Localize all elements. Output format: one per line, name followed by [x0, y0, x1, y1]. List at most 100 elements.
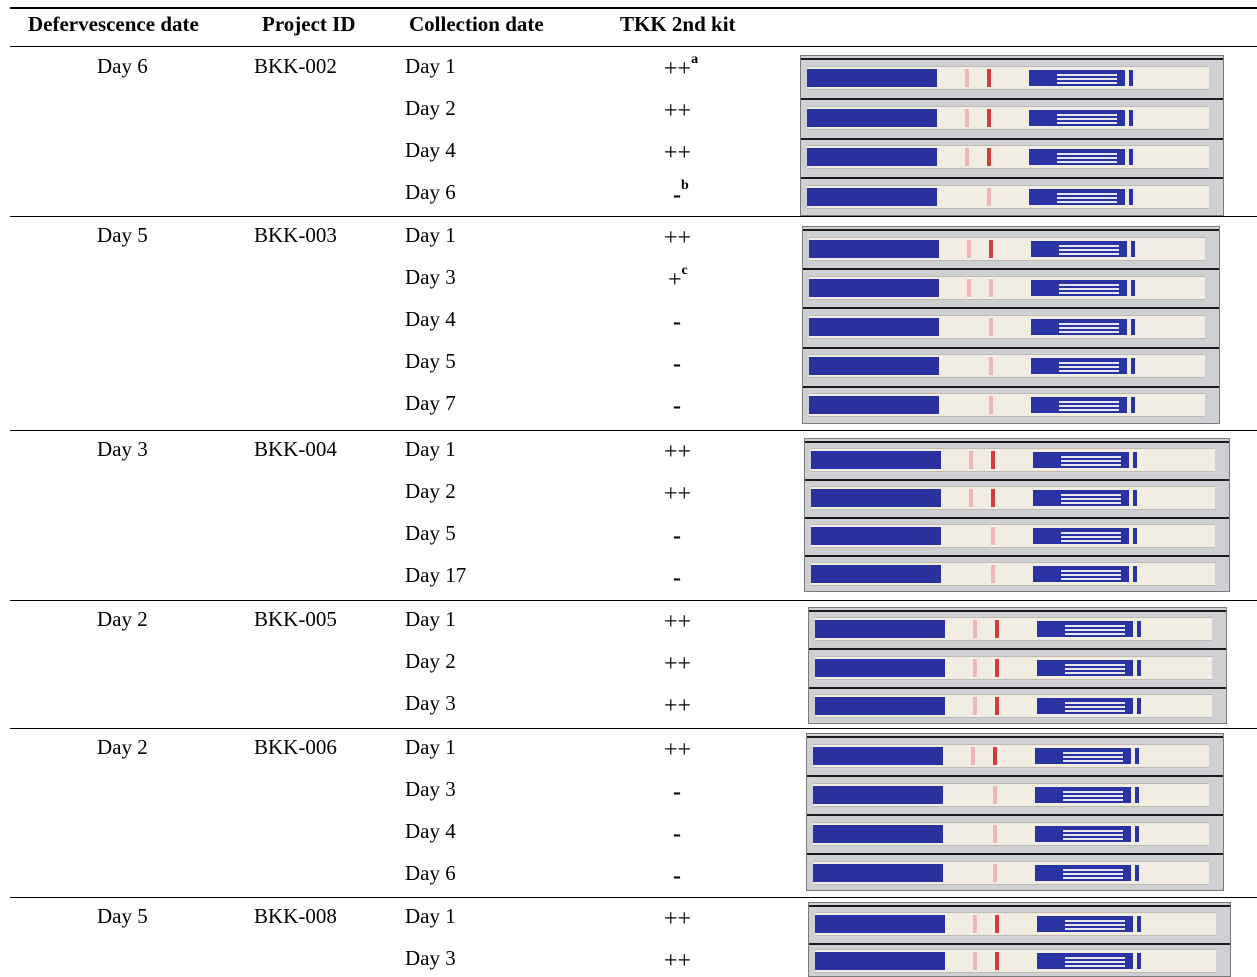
kit-result: ++	[664, 481, 691, 508]
control-line	[965, 148, 969, 166]
arrow-mark	[1065, 625, 1125, 627]
kit-result: -	[673, 309, 681, 336]
arrow-mark	[1063, 830, 1123, 832]
test-strip-photo	[806, 733, 1224, 891]
strip-tip	[1135, 865, 1139, 881]
strip-tip	[1137, 916, 1141, 932]
arrow-mark	[1057, 122, 1117, 124]
arrow-mark	[1061, 574, 1121, 576]
group-rule	[10, 430, 1257, 431]
result-symbol: ++	[664, 140, 692, 166]
test-strip	[815, 656, 1212, 680]
photo-divider	[807, 814, 1223, 816]
strip-tip	[1137, 660, 1141, 676]
collection-date: Day 5	[405, 521, 456, 545]
collection-date: Day 5	[405, 349, 456, 373]
strip-tip	[1137, 621, 1141, 637]
sample-pad	[811, 489, 941, 507]
collection-date: Day 4	[405, 307, 456, 331]
collection-date: Day 3	[405, 691, 456, 715]
arrow-mark	[1061, 532, 1121, 534]
test-strip	[815, 694, 1212, 718]
test-strip	[811, 448, 1215, 472]
result-symbol: ++	[664, 98, 692, 124]
defervescence-date: Day 5	[97, 223, 148, 247]
test-line	[989, 357, 993, 375]
control-line	[965, 109, 969, 127]
arrow-mark	[1065, 672, 1125, 674]
photo-divider	[807, 736, 1223, 738]
arrow-mark	[1065, 706, 1125, 708]
test-line	[995, 659, 999, 677]
arrow-mark	[1065, 924, 1125, 926]
strip-tip	[1133, 452, 1137, 468]
collection-date: Day 3	[405, 946, 456, 970]
arrow-mark	[1065, 957, 1125, 959]
arrow-mark	[1057, 157, 1117, 159]
test-strip	[813, 744, 1209, 768]
arrow-mark	[1063, 756, 1123, 758]
result-symbol: -	[673, 863, 681, 889]
test-strip	[807, 185, 1209, 209]
photo-divider	[805, 441, 1229, 443]
photo-divider	[803, 307, 1219, 309]
test-line	[993, 786, 997, 804]
photo-divider	[807, 853, 1223, 855]
arrow-mark	[1059, 362, 1119, 364]
header-rule	[10, 46, 1257, 47]
kit-result: ++	[664, 609, 691, 636]
test-line	[987, 109, 991, 127]
kit-result: -	[673, 523, 681, 550]
kit-result: ++	[664, 948, 691, 975]
collection-date: Day 7	[405, 391, 456, 415]
test-strip	[809, 276, 1205, 300]
project-id: BKK-002	[254, 54, 337, 78]
sample-pad	[807, 148, 937, 166]
arrow-mark	[1057, 153, 1117, 155]
arrow-mark	[1059, 253, 1119, 255]
test-line	[993, 825, 997, 843]
arrow-mark	[1061, 502, 1121, 504]
sample-pad	[813, 864, 943, 882]
collection-date: Day 3	[405, 777, 456, 801]
sample-pad	[815, 659, 945, 677]
strip-tip	[1129, 110, 1133, 126]
test-strip-photo	[808, 902, 1231, 977]
collection-date: Day 4	[405, 819, 456, 843]
kit-result: -	[673, 863, 681, 890]
arrow-mark	[1063, 877, 1123, 879]
kit-result: ++	[664, 140, 691, 167]
arrow-mark	[1057, 118, 1117, 120]
photo-divider	[809, 943, 1230, 945]
arrow-mark	[1063, 799, 1123, 801]
group-rule	[10, 216, 1257, 217]
strip-tip	[1129, 189, 1133, 205]
sample-pad	[811, 527, 941, 545]
photo-divider	[809, 905, 1230, 907]
group-rule	[10, 728, 1257, 729]
result-symbol: ++	[664, 481, 692, 507]
photo-divider	[803, 268, 1219, 270]
arrow-mark	[1063, 873, 1123, 875]
arrow-mark	[1063, 834, 1123, 836]
test-strip	[811, 486, 1215, 510]
photo-divider	[803, 229, 1219, 231]
arrow-mark	[1065, 710, 1125, 712]
test-strip	[813, 783, 1209, 807]
control-line	[967, 279, 971, 297]
arrow-mark	[1065, 961, 1125, 963]
defervescence-date: Day 5	[97, 904, 148, 928]
strip-tip	[1133, 528, 1137, 544]
test-strip	[813, 822, 1209, 846]
control-line	[971, 747, 975, 765]
photo-divider	[805, 517, 1229, 519]
test-strip	[809, 237, 1205, 261]
result-symbol: ++	[664, 737, 692, 763]
arrow-mark	[1059, 370, 1119, 372]
arrow-mark	[1059, 409, 1119, 411]
arrow-mark	[1061, 536, 1121, 538]
strip-tip	[1129, 70, 1133, 86]
collection-date: Day 17	[405, 563, 467, 587]
arrow-mark	[1061, 570, 1121, 572]
arrow-mark	[1063, 752, 1123, 754]
